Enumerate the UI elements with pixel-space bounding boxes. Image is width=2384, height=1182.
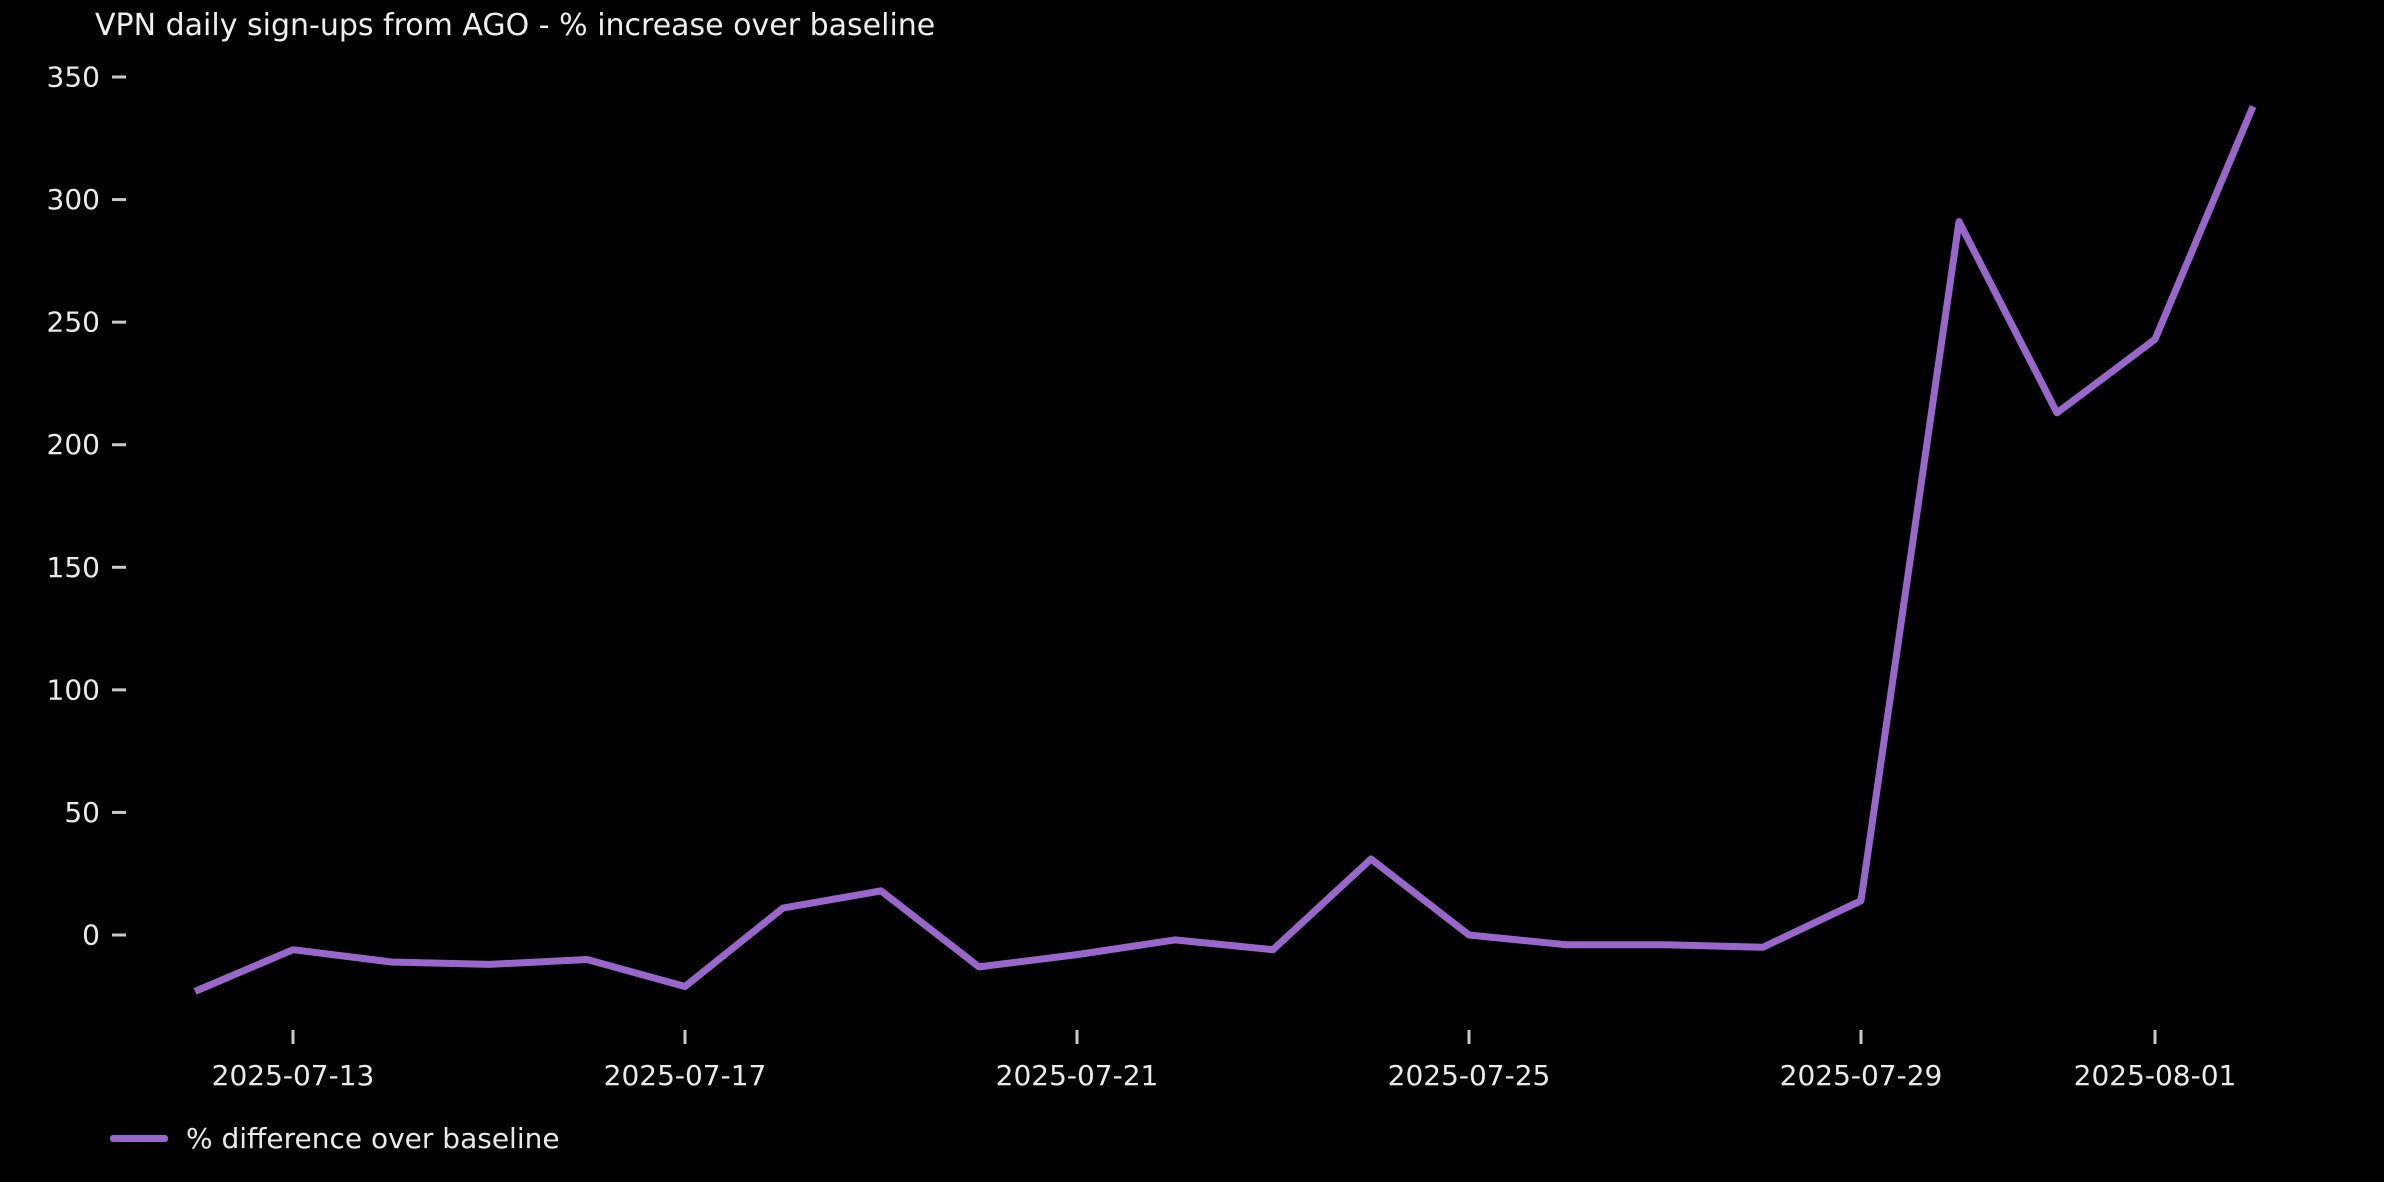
x-tick-label: 2025-07-21 [996, 1059, 1159, 1092]
series-line [193, 105, 2257, 995]
y-tick-label: 350 [47, 61, 100, 94]
y-tick-label: 250 [47, 306, 100, 339]
x-tick-label: 2025-08-01 [2074, 1059, 2237, 1092]
x-axis-ticks: 2025-07-13 2025-07-17 2025-07-21 2025-07-25… [212, 1030, 2237, 1092]
y-tick-label: 100 [47, 673, 100, 706]
legend-line-swatch [110, 1135, 168, 1142]
x-tick-label: 2025-07-25 [1388, 1059, 1551, 1092]
y-tick-label: 300 [47, 183, 100, 216]
legend: % difference over baseline [110, 1122, 560, 1155]
y-tick-label: 150 [47, 551, 100, 584]
x-tick-label: 2025-07-29 [1780, 1059, 1943, 1092]
y-tick-label: 200 [47, 428, 100, 461]
chart-title: VPN daily sign-ups from AGO - % increase… [95, 8, 936, 43]
y-tick-label: 50 [64, 796, 100, 829]
x-tick-label: 2025-07-13 [212, 1059, 375, 1092]
y-axis-ticks: 0 50 100 150 200 250 300 350 [47, 61, 126, 952]
y-tick-label: 0 [82, 919, 100, 952]
legend-label: % difference over baseline [186, 1122, 560, 1155]
x-tick-label: 2025-07-17 [604, 1059, 767, 1092]
